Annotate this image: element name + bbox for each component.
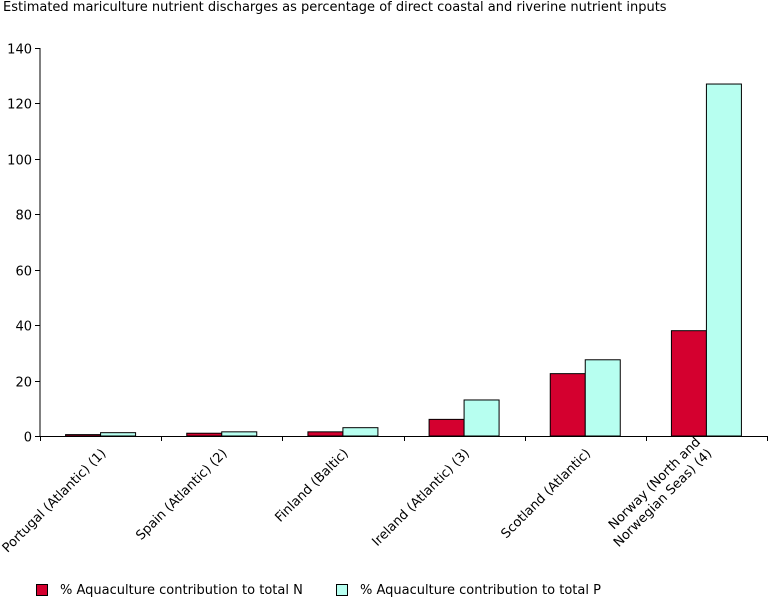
legend-label-p: % Aquaculture contribution to total P — [360, 583, 601, 598]
bar-n-0 — [65, 434, 102, 437]
category-label: Portugal (Atlantic) (1) — [0, 446, 109, 556]
y-tick-label: 100 — [7, 154, 32, 169]
category-label: Norway (North andNorwegian Seas) (4) — [600, 435, 716, 551]
y-tick-label: 80 — [15, 209, 32, 224]
y-tick-label: 140 — [7, 43, 32, 58]
category-label-line: Spain (Atlantic) (2) — [133, 446, 230, 543]
category-label-line: Portugal (Atlantic) (1) — [0, 446, 109, 556]
category-label-line: Scotland (Atlantic) — [498, 446, 594, 542]
category-label-line: Finland (Baltic) — [272, 446, 351, 525]
y-tick-label: 40 — [15, 320, 32, 335]
category-label-line: Ireland (Atlantic) (3) — [370, 446, 473, 549]
bar-chart: 0 20 40 60 80 100 120 140 Portugal (Atlantic) (… — [0, 43, 768, 556]
bar-n-1 — [186, 432, 223, 437]
bars — [65, 83, 742, 437]
x-axis — [40, 436, 768, 441]
legend-swatch-p — [336, 584, 348, 596]
y-tick-label: 20 — [15, 376, 32, 391]
category-label-line: Norway (North and — [606, 435, 704, 533]
bar-n-4 — [549, 373, 586, 437]
category-label: Finland (Baltic) — [272, 446, 351, 525]
bar-p-5 — [705, 83, 742, 437]
category-label: Scotland (Atlantic) — [498, 446, 594, 542]
category-labels: Portugal (Atlantic) (1) Spain (Atlantic) … — [0, 435, 715, 556]
bar-p-0 — [100, 432, 137, 437]
bar-p-2 — [342, 427, 379, 437]
category-label-line: Norwegian Seas) (4) — [611, 446, 715, 550]
category-label: Spain (Atlantic) (2) — [133, 446, 230, 543]
y-tick-label: 120 — [7, 98, 32, 113]
legend-swatch-n — [36, 584, 48, 596]
y-axis: 0 20 40 60 80 100 120 140 — [7, 43, 41, 446]
bar-n-5 — [670, 330, 707, 437]
bar-p-1 — [221, 431, 258, 437]
y-tick-label: 60 — [15, 265, 32, 280]
bar-n-2 — [307, 431, 344, 437]
chart-title: Estimated mariculture nutrient discharge… — [3, 0, 667, 15]
bar-p-3 — [463, 399, 500, 437]
category-label: Ireland (Atlantic) (3) — [370, 446, 473, 549]
bar-p-4 — [584, 359, 621, 437]
legend-label-n: % Aquaculture contribution to total N — [60, 583, 303, 598]
bar-n-3 — [428, 418, 465, 437]
y-tick-label: 0 — [24, 431, 32, 446]
